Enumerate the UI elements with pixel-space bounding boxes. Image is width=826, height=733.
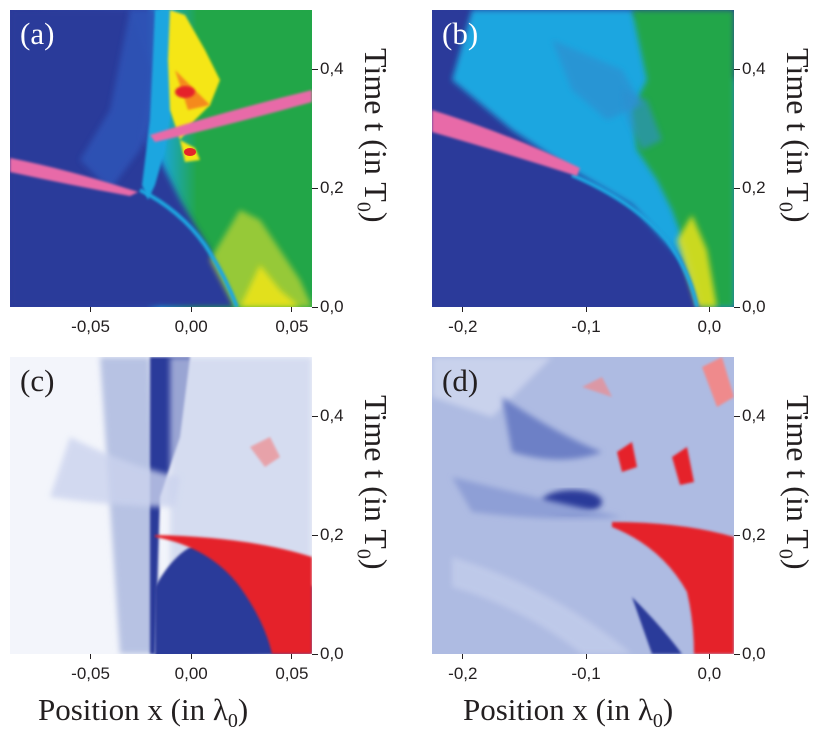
panel-label-c: (c) (20, 363, 55, 398)
xtick-mark (291, 654, 293, 659)
ytick-mark (734, 653, 740, 655)
xtick-label-c: 0,05 (275, 664, 309, 683)
heatmap-plot-d: (d) (432, 357, 734, 654)
y-axis-title-b: Time t (in T0) (774, 48, 816, 223)
xtick-label-d: -0,2 (448, 664, 478, 683)
ytick-mark (312, 306, 318, 308)
xtick-mark (585, 307, 587, 312)
xtick-label-b: 0,0 (697, 317, 722, 336)
ytick-mark (312, 653, 318, 655)
xtick-mark (462, 307, 464, 312)
x-axis-title-d: Position x (in λ0) (463, 692, 674, 733)
xtick-label-c: 0,00 (174, 664, 208, 683)
xtick-label-c: -0,05 (71, 664, 110, 683)
xtick-label-a: 0,00 (174, 317, 208, 336)
xtick-label-a: 0,05 (275, 317, 309, 336)
xtick-mark (462, 654, 464, 659)
ytick-label-d: 0,2 (742, 525, 766, 545)
ytick-mark (312, 187, 318, 189)
ytick-label-c: 0,0 (320, 644, 344, 663)
xtick-mark (708, 307, 710, 312)
xtick-mark (190, 307, 192, 312)
xtick-label-d: -0,1 (571, 664, 601, 683)
xtick-mark (585, 654, 587, 659)
xtick-label-b: -0,1 (571, 317, 601, 336)
xtick-mark (90, 307, 92, 312)
xtick-label-d: 0,0 (697, 664, 722, 683)
xtick-mark (90, 654, 92, 659)
ytick-mark (734, 306, 740, 308)
ytick-label-b: 0,4 (742, 59, 766, 79)
xtick-mark (708, 654, 710, 659)
ytick-label-a: 0,0 (320, 297, 344, 316)
ytick-label-c: 0,2 (320, 525, 344, 545)
panel-label-a: (a) (20, 16, 55, 51)
ytick-mark (734, 534, 740, 536)
xtick-mark (291, 307, 293, 312)
xtick-mark (190, 654, 192, 659)
panel-label-b: (b) (442, 16, 479, 51)
y-axis-title-a: Time t (in T0) (352, 48, 394, 223)
ytick-label-d: 0,0 (742, 644, 766, 663)
heatmap-plot-c: (c) (10, 357, 312, 654)
heatmap-plot-a: (a) (10, 10, 312, 307)
heatmap-d (432, 357, 734, 654)
ytick-mark (312, 68, 318, 70)
panel-label-d: (d) (442, 363, 479, 398)
y-axis-title-d: Time t (in T0) (774, 395, 816, 570)
y-axis-title-c: Time t (in T0) (352, 395, 394, 570)
ytick-label-b: 0,0 (742, 297, 766, 316)
ytick-mark (312, 415, 318, 417)
xtick-label-b: -0,2 (448, 317, 478, 336)
ytick-label-a: 0,2 (320, 178, 344, 198)
ytick-label-d: 0,4 (742, 406, 766, 426)
ytick-mark (734, 415, 740, 417)
ytick-mark (312, 534, 318, 536)
heatmap-b (432, 10, 734, 307)
x-axis-title-c: Position x (in λ0) (38, 692, 249, 733)
ytick-label-b: 0,2 (742, 178, 766, 198)
heatmap-a (10, 10, 312, 307)
heatmap-plot-b: (b) (432, 10, 734, 307)
ytick-label-a: 0,4 (320, 59, 344, 79)
ytick-label-c: 0,4 (320, 406, 344, 426)
xtick-label-a: -0,05 (71, 317, 110, 336)
ytick-mark (734, 68, 740, 70)
heatmap-c (10, 357, 312, 654)
ytick-mark (734, 187, 740, 189)
